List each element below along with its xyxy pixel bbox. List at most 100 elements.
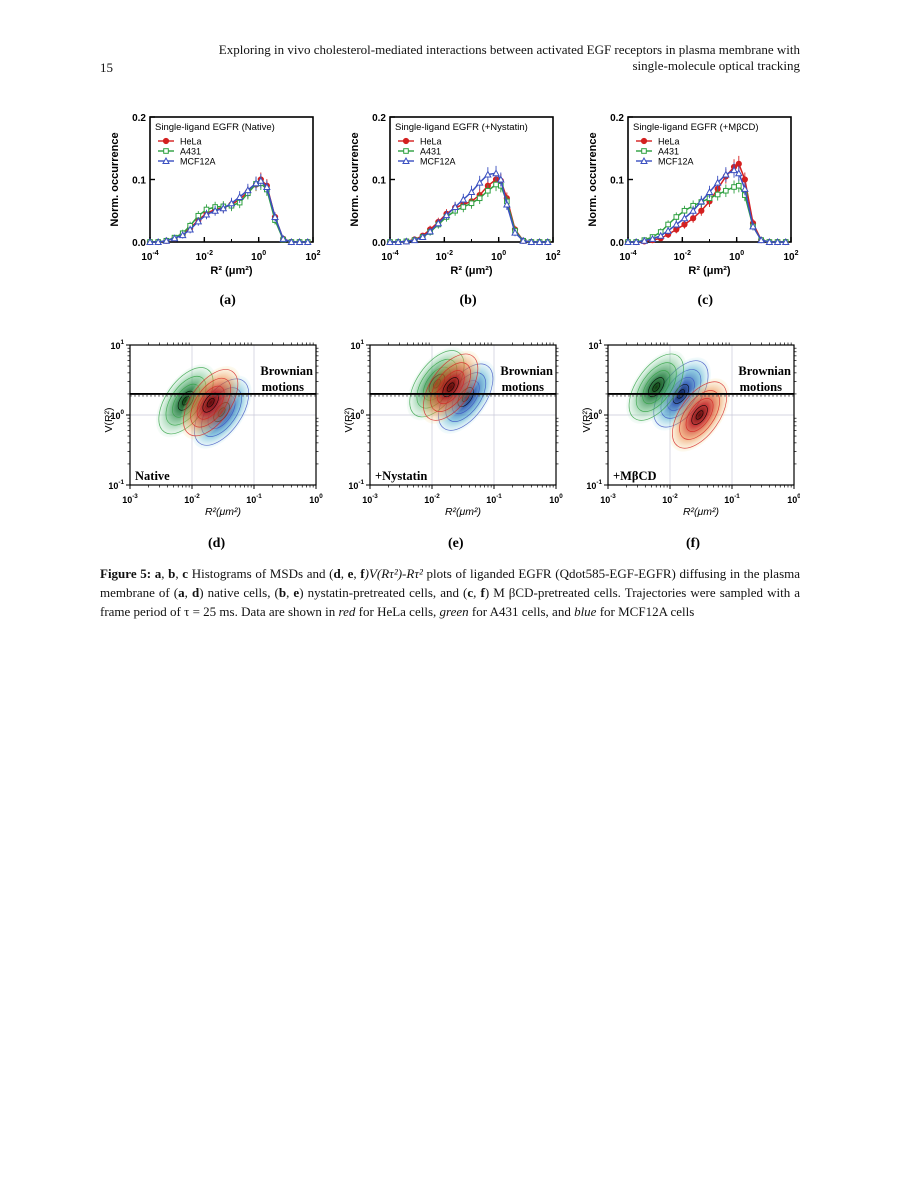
caption-green: green: [439, 604, 469, 619]
histogram-panel-c: 0.0 0.1 0.2 10-4 10-2 100 102 R² (μm²) Norm. occ…: [587, 113, 799, 308]
legend-label: A431: [180, 147, 201, 157]
caption-text: plots of liganded EGFR (Qdot585-EGF-EGFR…: [100, 566, 801, 600]
caption-ref-f: f: [480, 585, 485, 600]
caption-ref-e: e: [293, 585, 300, 600]
x-tick-label: 10-4: [141, 250, 158, 263]
data-point: [689, 206, 697, 214]
contour-layer: [608, 345, 794, 485]
series-line-MCF12A: [150, 179, 308, 243]
caption-figure-label: Figure 5:: [100, 566, 152, 581]
data-point: [186, 225, 194, 233]
data-point: [713, 178, 722, 186]
caption-ref-d: d: [333, 566, 341, 581]
contour-line: [635, 362, 677, 412]
page-number: 15: [100, 60, 113, 75]
data-point: [493, 181, 499, 188]
x-tick-label: 10-1: [486, 493, 502, 505]
x-tick-label: 10-3: [600, 493, 616, 505]
x-axis-label: R²(μm²): [445, 506, 481, 518]
contour-line: [642, 370, 671, 405]
plot-frame: [389, 116, 554, 243]
contour-HeLa: [669, 378, 730, 452]
data-point: [418, 232, 427, 240]
data-point: [402, 237, 411, 245]
contour-line: [672, 381, 728, 449]
x-tick-label: 10-2: [424, 493, 440, 505]
series-line-HeLa: [150, 178, 308, 243]
data-point: [263, 182, 271, 190]
brownian-label-2: motions: [262, 380, 305, 394]
y-tick-label: 0.2: [610, 113, 624, 124]
x-tick-label: 100: [729, 250, 744, 263]
data-point: [723, 187, 729, 194]
data-point: [202, 210, 211, 218]
data-point: [632, 237, 641, 245]
x-tick-label: 102: [305, 250, 320, 263]
contour-line: [446, 382, 455, 392]
x-tick-label: 10-2: [674, 250, 691, 263]
contour-line: [685, 398, 714, 432]
x-tick-label: 100: [491, 250, 506, 263]
data-point: [394, 237, 403, 245]
y-axis-label: V(R²): [581, 407, 593, 432]
y-axis-label: V(R²): [103, 407, 115, 432]
data-point: [519, 236, 528, 244]
legend-label: MCF12A: [180, 157, 216, 167]
data-point: [664, 226, 672, 234]
y-axis-label: Norm. occurrence: [349, 132, 361, 226]
data-point: [468, 200, 475, 207]
series-line-MCF12A: [390, 172, 548, 243]
data-point: [511, 228, 519, 236]
legend-label: MCF12A: [658, 157, 694, 167]
data-point: [256, 176, 265, 184]
brownian-label-1: Brownian: [738, 364, 791, 378]
data-point: [730, 166, 738, 174]
data-point: [680, 214, 689, 222]
data-point: [386, 237, 394, 245]
data-point: [624, 237, 632, 245]
legend-label: HeLa: [420, 137, 442, 147]
contour-panel-f: Brownian motions +MβCD 10-1 100 101 10-3 10-2 10…: [581, 339, 800, 551]
x-tick-label: 102: [783, 250, 798, 263]
data-point: [697, 197, 706, 205]
legend-label: MCF12A: [420, 157, 456, 167]
data-point: [741, 184, 749, 192]
data-point: [459, 195, 468, 203]
running-title-line2: single-molecule optical tracking: [632, 58, 801, 73]
contour-line: [196, 385, 225, 420]
data-point: [722, 170, 730, 178]
caption-red: red: [338, 604, 356, 619]
x-tick-label: 100: [251, 250, 266, 263]
data-point: [442, 211, 451, 219]
data-point: [162, 236, 171, 244]
plot-frame: [149, 116, 314, 243]
legend-marker: [162, 156, 170, 164]
histogram-panel-b: 0.0 0.1 0.2 10-4 10-2 100 102 R² (μm²) Norm. occ…: [349, 113, 561, 308]
data-point: [496, 175, 505, 183]
contour-line: [652, 382, 661, 392]
y-tick-label: 101: [350, 339, 364, 351]
data-point: [434, 219, 443, 227]
y-tick-label: 10-1: [348, 479, 364, 491]
caption-text: for A431 cells, and: [468, 604, 575, 619]
y-axis-label: Norm. occurrence: [587, 132, 599, 226]
y-tick-label: 101: [110, 339, 124, 351]
condition-label: +MβCD: [613, 469, 657, 483]
data-point: [475, 178, 484, 186]
data-point: [698, 207, 705, 214]
y-axis-label: Norm. occurrence: [109, 132, 121, 226]
brownian-label-2: motions: [740, 380, 783, 394]
contour-HeLa: [420, 350, 481, 424]
y-tick-label: 0.2: [372, 113, 386, 124]
condition-label: +Nystatin: [375, 469, 427, 483]
data-point: [451, 202, 459, 210]
data-point: [227, 199, 236, 207]
plot-title: Single-ligand EGFR (+Nystatin): [395, 122, 528, 133]
contour-line: [436, 370, 465, 405]
data-point: [749, 222, 757, 230]
figure-caption: Figure 5: a, b, c Histograms of MSDs and…: [100, 566, 801, 619]
data-point: [219, 204, 228, 212]
x-axis-label: R² (μm²): [450, 265, 493, 277]
data-point: [690, 215, 697, 222]
panel-label: (a): [220, 293, 237, 308]
